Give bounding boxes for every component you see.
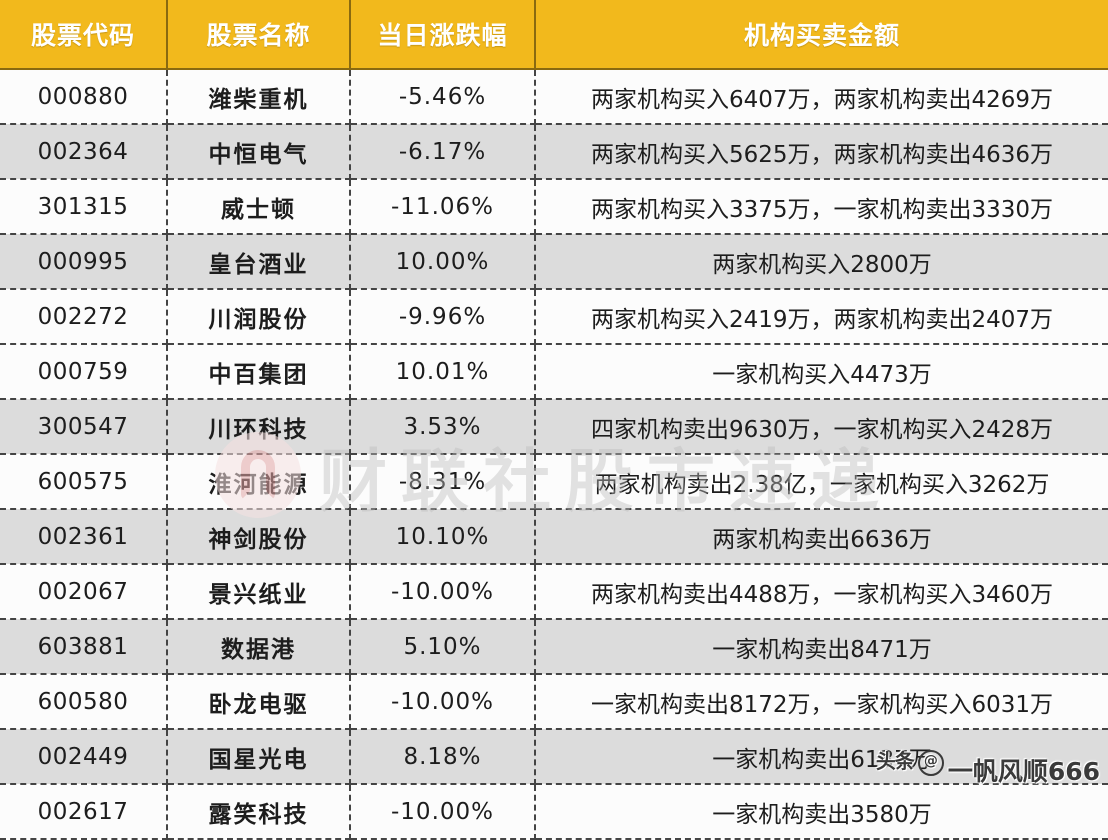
cell-trade-amount: 四家机构卖出9630万，一家机构买入2428万 [535,399,1108,455]
cell-stock-code: 301315 [0,179,168,235]
cell-daily-change: -10.00% [350,784,536,840]
table-row[interactable]: 000995 皇台酒业 10.00% 两家机构买入2800万 [0,234,1108,290]
cell-stock-code: 603881 [0,619,168,675]
table-row[interactable]: 300547 川环科技 3.53% 四家机构卖出9630万，一家机构买入2428万 [0,399,1108,455]
table-row[interactable]: 002449 国星光电 8.18% 一家机构卖出6137万 [0,729,1108,785]
cell-daily-change: 5.10% [350,619,536,675]
cell-stock-code: 002449 [0,729,168,785]
table-row[interactable]: 600580 卧龙电驱 -10.00% 一家机构卖出8172万，一家机构买入6031万 [0,674,1108,730]
cell-stock-code: 600580 [0,674,168,730]
cell-daily-change: 10.10% [350,509,536,565]
cell-stock-code: 300547 [0,399,168,455]
cell-daily-change: -5.46% [350,69,536,125]
cell-daily-change: -10.00% [350,674,536,730]
table-row[interactable]: 002067 景兴纸业 -10.00% 两家机构卖出4488万，一家机构买入3460万 [0,564,1108,620]
cell-daily-change: -9.96% [350,289,536,345]
header-row: 股票代码 股票名称 当日涨跌幅 机构买卖金额 [0,0,1108,70]
cell-stock-name: 中百集团 [167,344,351,400]
table-row[interactable]: 603881 数据港 5.10% 一家机构卖出8471万 [0,619,1108,675]
table-row[interactable]: 002272 川润股份 -9.96% 两家机构买入2419万，两家机构卖出2407万 [0,289,1108,345]
column-header-trade-amount[interactable]: 机构买卖金额 [535,0,1108,70]
cell-trade-amount: 一家机构卖出3580万 [535,784,1108,840]
cell-trade-amount: 两家机构买入6407万，两家机构卖出4269万 [535,69,1108,125]
table-header: 股票代码 股票名称 当日涨跌幅 机构买卖金额 [0,0,1108,70]
table-row[interactable]: 000880 潍柴重机 -5.46% 两家机构买入6407万，两家机构卖出4269万 [0,69,1108,125]
cell-daily-change: -11.06% [350,179,536,235]
cell-stock-code: 002361 [0,509,168,565]
cell-stock-name: 中恒电气 [167,124,351,180]
table-row[interactable]: 600575 淮河能源 -8.31% 两家机构卖出2.38亿，一家机构买入3262万 [0,454,1108,510]
cell-stock-code: 002272 [0,289,168,345]
table-row[interactable]: 000759 中百集团 10.01% 一家机构买入4473万 [0,344,1108,400]
cell-stock-code: 600575 [0,454,168,510]
cell-stock-code: 000880 [0,69,168,125]
table-body: 000880 潍柴重机 -5.46% 两家机构买入6407万，两家机构卖出4269万 0… [0,69,1108,840]
cell-stock-name: 国星光电 [167,729,351,785]
table-row[interactable]: 002617 露笑科技 -10.00% 一家机构卖出3580万 [0,784,1108,840]
cell-daily-change: -10.00% [350,564,536,620]
column-header-stock-code[interactable]: 股票代码 [0,0,168,70]
cell-trade-amount: 两家机构买入5625万，两家机构卖出4636万 [535,124,1108,180]
table-row[interactable]: 301315 威士顿 -11.06% 两家机构买入3375万，一家机构卖出3330万 [0,179,1108,235]
cell-daily-change: 3.53% [350,399,536,455]
cell-daily-change: 10.01% [350,344,536,400]
cell-stock-name: 潍柴重机 [167,69,351,125]
cell-stock-code: 002617 [0,784,168,840]
cell-trade-amount: 两家机构卖出2.38亿，一家机构买入3262万 [535,454,1108,510]
column-header-daily-change[interactable]: 当日涨跌幅 [350,0,536,70]
cell-daily-change: 10.00% [350,234,536,290]
cell-stock-code: 002364 [0,124,168,180]
cell-stock-name: 神剑股份 [167,509,351,565]
column-header-stock-name[interactable]: 股票名称 [167,0,351,70]
cell-stock-name: 川润股份 [167,289,351,345]
cell-daily-change: 8.18% [350,729,536,785]
cell-stock-name: 淮河能源 [167,454,351,510]
cell-stock-name: 露笑科技 [167,784,351,840]
cell-trade-amount: 一家机构卖出8471万 [535,619,1108,675]
table-row[interactable]: 002364 中恒电气 -6.17% 两家机构买入5625万，两家机构卖出4636万 [0,124,1108,180]
cell-trade-amount: 两家机构买入3375万，一家机构卖出3330万 [535,179,1108,235]
cell-stock-name: 川环科技 [167,399,351,455]
table-row[interactable]: 002361 神剑股份 10.10% 两家机构卖出6636万 [0,509,1108,565]
cell-stock-name: 景兴纸业 [167,564,351,620]
cell-daily-change: -8.31% [350,454,536,510]
cell-trade-amount: 两家机构买入2800万 [535,234,1108,290]
cell-stock-code: 002067 [0,564,168,620]
cell-trade-amount: 一家机构买入4473万 [535,344,1108,400]
cell-stock-code: 000759 [0,344,168,400]
cell-stock-name: 威士顿 [167,179,351,235]
cell-trade-amount: 两家机构卖出6636万 [535,509,1108,565]
cell-daily-change: -6.17% [350,124,536,180]
cell-trade-amount: 一家机构卖出8172万，一家机构买入6031万 [535,674,1108,730]
cell-trade-amount: 两家机构买入2419万，两家机构卖出2407万 [535,289,1108,345]
cell-stock-name: 皇台酒业 [167,234,351,290]
cell-stock-name: 数据港 [167,619,351,675]
cell-trade-amount: 两家机构卖出4488万，一家机构买入3460万 [535,564,1108,620]
cell-trade-amount: 一家机构卖出6137万 [535,729,1108,785]
cell-stock-code: 000995 [0,234,168,290]
cell-stock-name: 卧龙电驱 [167,674,351,730]
